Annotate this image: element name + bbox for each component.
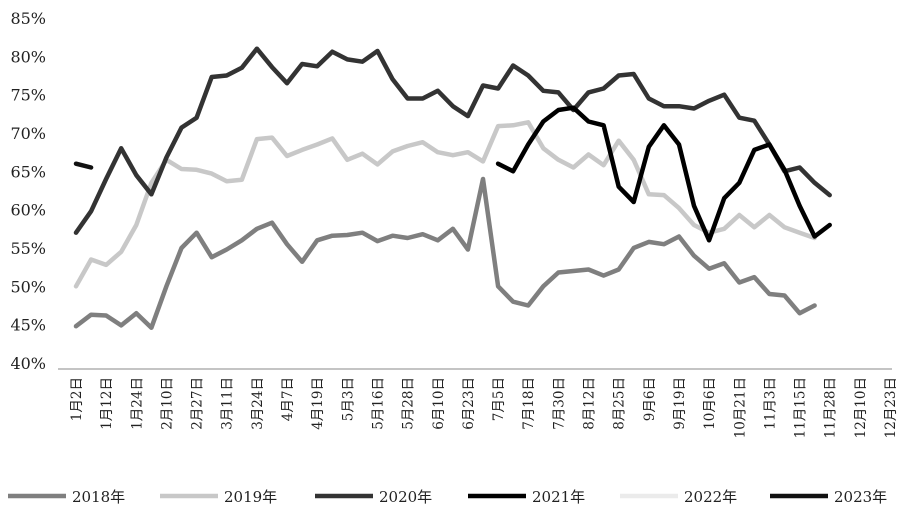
y-tick-label: 50% bbox=[10, 277, 46, 296]
y-tick-label: 40% bbox=[10, 354, 46, 373]
x-tick-label: 11月15日 bbox=[793, 377, 809, 438]
x-tick-label: 6月23日 bbox=[461, 377, 477, 430]
x-axis: 1月2日 1月12日 1月24日 2月10日 2月27日 3月11日 3月24日 4月7日 4月… bbox=[58, 368, 899, 438]
x-tick-label: 12月23日 bbox=[883, 377, 899, 438]
y-axis: 40% 45% 50% 55% 60% 65% 70% 75% 80% 85% bbox=[10, 9, 46, 373]
x-tick-label: 7月30日 bbox=[551, 377, 567, 430]
x-tick-label: 7月5日 bbox=[491, 377, 507, 421]
y-tick-label: 60% bbox=[10, 201, 46, 220]
legend-label: 2019年 bbox=[224, 488, 277, 506]
y-tick-label: 80% bbox=[10, 47, 46, 66]
x-tick-label: 6月10日 bbox=[431, 377, 447, 430]
x-tick-label: 9月19日 bbox=[672, 377, 688, 430]
y-tick-label: 55% bbox=[10, 239, 46, 258]
x-tick-label: 7月18日 bbox=[521, 377, 537, 430]
x-tick-label: 3月11日 bbox=[220, 377, 236, 430]
x-tick-label: 11月28日 bbox=[823, 377, 839, 438]
x-tick-label: 9月6日 bbox=[642, 377, 658, 421]
x-tick-label: 10月21日 bbox=[732, 377, 748, 438]
x-tick-label: 3月24日 bbox=[250, 377, 266, 430]
x-tick-label: 2月27日 bbox=[190, 377, 206, 430]
legend-label: 2022年 bbox=[684, 488, 737, 506]
legend-label: 2020年 bbox=[379, 488, 432, 506]
series-line-2 bbox=[73, 46, 832, 235]
legend-label: 2018年 bbox=[72, 488, 125, 506]
x-tick-label: 5月16日 bbox=[370, 377, 386, 430]
x-tick-label: 4月19日 bbox=[310, 377, 326, 430]
x-tick-label: 5月3日 bbox=[340, 377, 356, 421]
x-tick-label: 8月25日 bbox=[612, 377, 628, 430]
y-tick-label: 65% bbox=[10, 162, 46, 181]
x-tick-label: 5月28日 bbox=[401, 377, 417, 430]
x-tick-label: 8月12日 bbox=[582, 377, 598, 430]
x-tick-label: 11月3日 bbox=[762, 377, 778, 430]
legend-label: 2023年 bbox=[834, 488, 887, 506]
y-tick-label: 85% bbox=[10, 9, 46, 28]
x-tick-label: 12月10日 bbox=[853, 377, 869, 438]
x-tick-label: 1月2日 bbox=[69, 377, 85, 421]
x-tick-label: 10月6日 bbox=[702, 377, 718, 430]
x-tick-label: 1月12日 bbox=[99, 377, 115, 430]
y-tick-label: 45% bbox=[10, 316, 46, 335]
series-line-0 bbox=[73, 176, 817, 330]
y-tick-label: 70% bbox=[10, 124, 46, 143]
x-tick-label: 2月10日 bbox=[159, 377, 175, 430]
series-line-1 bbox=[73, 120, 817, 289]
series-line-5 bbox=[73, 161, 94, 170]
x-tick-label: 1月24日 bbox=[129, 377, 145, 430]
series-layer bbox=[73, 46, 832, 330]
x-tick-label: 4月7日 bbox=[280, 377, 296, 421]
legend: 2018年 2019年 2020年 2021年 2022年 2023年 bbox=[8, 488, 887, 506]
series-line-3 bbox=[495, 105, 832, 243]
y-tick-label: 75% bbox=[10, 86, 46, 105]
legend-label: 2021年 bbox=[532, 488, 585, 506]
